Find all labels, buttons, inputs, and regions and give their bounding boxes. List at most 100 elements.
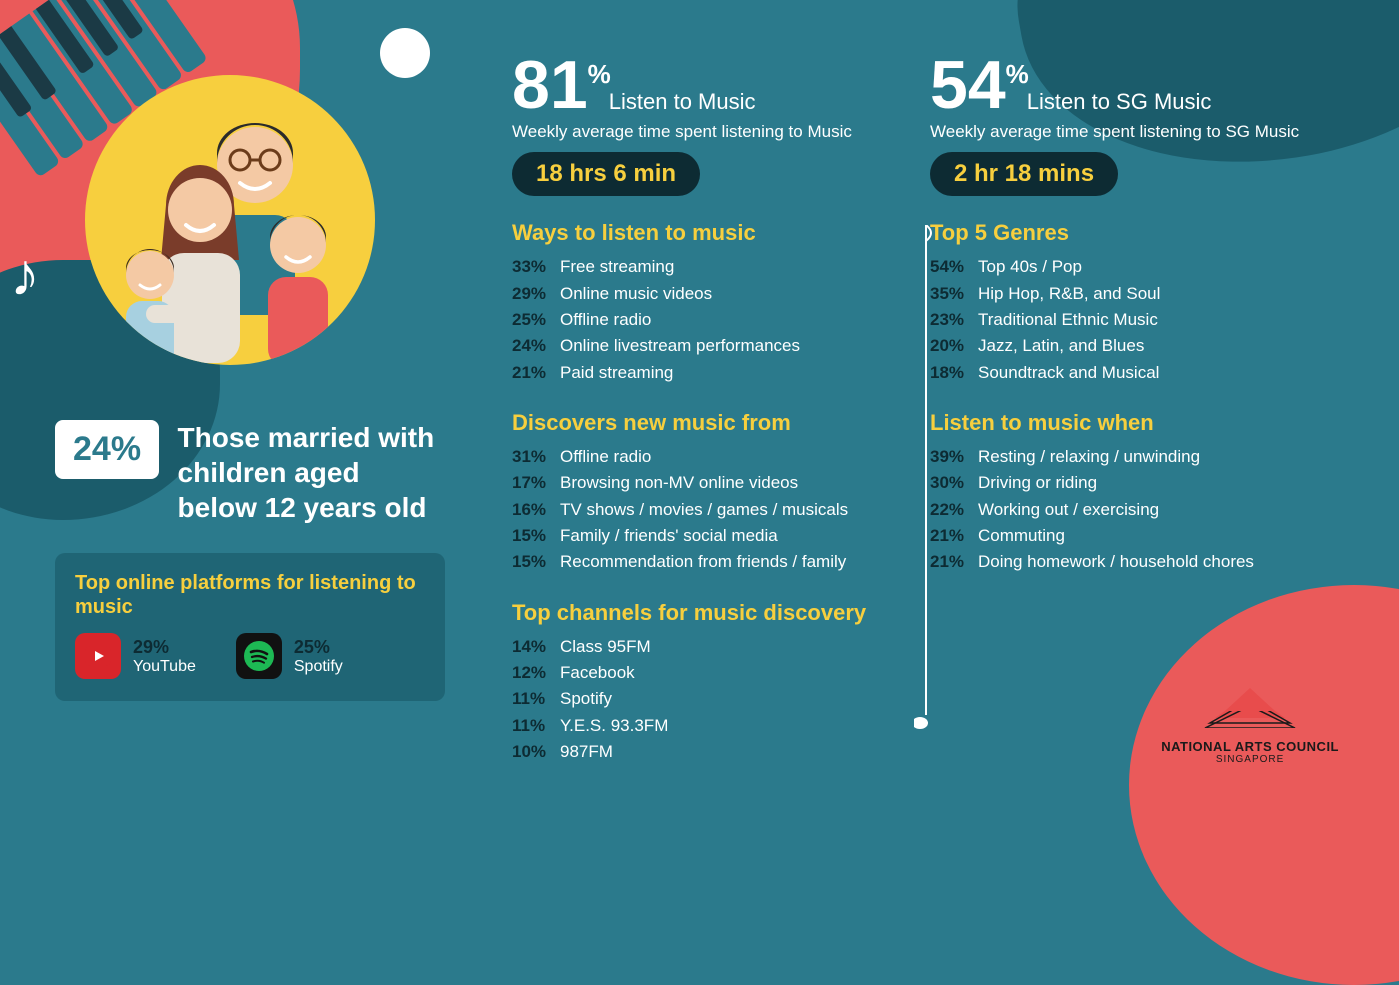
right-big-unit: % (1006, 59, 1029, 90)
stat-row: 54%Top 40s / Pop (930, 254, 1370, 280)
stat-label: Offline radio (560, 307, 651, 333)
platforms-card: Top online platforms for listening to mu… (55, 553, 445, 701)
mid-big-number: 81 (512, 55, 588, 116)
stat-row: 30%Driving or riding (930, 470, 1370, 496)
stat-label: Recommendation from friends / family (560, 549, 846, 575)
mid-big-label: Listen to Music (609, 89, 756, 115)
stat-pct: 22% (930, 497, 978, 523)
stat-label: Class 95FM (560, 634, 651, 660)
stat-label: Facebook (560, 660, 635, 686)
stat-pct: 11% (512, 686, 560, 712)
stat-row: 17%Browsing non-MV online videos (512, 470, 942, 496)
stat-pct: 16% (512, 497, 560, 523)
stat-row: 18%Soundtrack and Musical (930, 360, 1370, 386)
stat-label: Online music videos (560, 281, 712, 307)
note-divider-icon (914, 225, 932, 735)
middle-column: 81 % Listen to Music Weekly average time… (512, 55, 942, 765)
stat-row: 21%Doing homework / household chores (930, 549, 1370, 575)
stat-row: 15%Recommendation from friends / family (512, 549, 942, 575)
stat-row: 20%Jazz, Latin, and Blues (930, 333, 1370, 359)
stat-label: Spotify (560, 686, 612, 712)
stat-label: Paid streaming (560, 360, 673, 386)
stat-pct: 20% (930, 333, 978, 359)
mid-time-pill: 18 hrs 6 min (512, 152, 700, 196)
left-column: 24% Those married with children aged bel… (55, 420, 455, 701)
stat-pct: 10% (512, 739, 560, 765)
segment-pct-badge: 24% (55, 420, 159, 479)
stat-row: 16%TV shows / movies / games / musicals (512, 497, 942, 523)
platform-label: Spotify (294, 658, 343, 676)
right-caption: Weekly average time spent listening to S… (930, 122, 1370, 142)
stat-row: 15%Family / friends' social media (512, 523, 942, 549)
spotify-icon (236, 633, 282, 679)
platform-label: YouTube (133, 658, 196, 676)
stat-label: Traditional Ethnic Music (978, 307, 1158, 333)
stat-label: Commuting (978, 523, 1065, 549)
section-title: Ways to listen to music (512, 220, 942, 246)
stat-pct: 21% (512, 360, 560, 386)
stat-pct: 12% (512, 660, 560, 686)
stat-label: Resting / relaxing / unwinding (978, 444, 1200, 470)
stat-label: Offline radio (560, 444, 651, 470)
stat-label: Top 40s / Pop (978, 254, 1082, 280)
platform-pct: 25% (294, 637, 343, 658)
stat-row: 11%Spotify (512, 686, 942, 712)
stat-pct: 33% (512, 254, 560, 280)
stat-row: 21%Commuting (930, 523, 1370, 549)
family-illustration (85, 75, 375, 365)
stat-row: 23%Traditional Ethnic Music (930, 307, 1370, 333)
stat-label: Online livestream performances (560, 333, 800, 359)
segment-description: Those married with children aged below 1… (178, 420, 438, 525)
stat-row: 24%Online livestream performances (512, 333, 942, 359)
stat-pct: 11% (512, 713, 560, 739)
right-column: 54 % Listen to SG Music Weekly average t… (930, 55, 1370, 576)
stat-pct: 30% (930, 470, 978, 496)
stat-label: Hip Hop, R&B, and Soul (978, 281, 1160, 307)
stat-label: Y.E.S. 93.3FM (560, 713, 668, 739)
right-sections: Top 5 Genres 54%Top 40s / Pop35%Hip Hop, … (930, 220, 1370, 575)
stat-pct: 31% (512, 444, 560, 470)
stat-pct: 18% (930, 360, 978, 386)
stat-label: Soundtrack and Musical (978, 360, 1159, 386)
right-big-label: Listen to SG Music (1027, 89, 1212, 115)
stat-pct: 15% (512, 523, 560, 549)
stat-row: 22%Working out / exercising (930, 497, 1370, 523)
section-title: Listen to music when (930, 410, 1370, 436)
stat-pct: 21% (930, 523, 978, 549)
stat-pct: 23% (930, 307, 978, 333)
stat-pct: 14% (512, 634, 560, 660)
platform-pct: 29% (133, 637, 196, 658)
stat-row: 25%Offline radio (512, 307, 942, 333)
section-title: Discovers new music from (512, 410, 942, 436)
stat-row: 12%Facebook (512, 660, 942, 686)
section-title: Top 5 Genres (930, 220, 1370, 246)
white-dot-icon (380, 28, 430, 78)
stat-pct: 21% (930, 549, 978, 575)
stat-label: Jazz, Latin, and Blues (978, 333, 1144, 359)
nac-text-2: SINGAPORE (1161, 754, 1339, 765)
mid-caption: Weekly average time spent listening to M… (512, 122, 942, 142)
right-time-pill: 2 hr 18 mins (930, 152, 1118, 196)
stat-row: 14%Class 95FM (512, 634, 942, 660)
stat-row: 31%Offline radio (512, 444, 942, 470)
stat-label: Doing homework / household chores (978, 549, 1254, 575)
right-big-number: 54 (930, 55, 1006, 116)
stat-row: 33%Free streaming (512, 254, 942, 280)
stat-pct: 17% (512, 470, 560, 496)
stat-row: 29%Online music videos (512, 281, 942, 307)
stat-row: 10%987FM (512, 739, 942, 765)
stat-label: Family / friends' social media (560, 523, 778, 549)
stat-pct: 39% (930, 444, 978, 470)
stat-label: Free streaming (560, 254, 674, 280)
youtube-icon (75, 633, 121, 679)
nac-text-1: NATIONAL ARTS COUNCIL (1161, 739, 1339, 754)
nac-mark-icon (1195, 678, 1305, 728)
stat-row: 21%Paid streaming (512, 360, 942, 386)
stat-row: 35%Hip Hop, R&B, and Soul (930, 281, 1370, 307)
blob-coral-bottom (1129, 585, 1399, 985)
stat-label: Browsing non-MV online videos (560, 470, 798, 496)
stat-pct: 15% (512, 549, 560, 575)
section-title: Top channels for music discovery (512, 600, 942, 626)
platform-spotify: 25% Spotify (236, 633, 343, 679)
mid-sections: Ways to listen to music 33%Free streaming… (512, 220, 942, 765)
